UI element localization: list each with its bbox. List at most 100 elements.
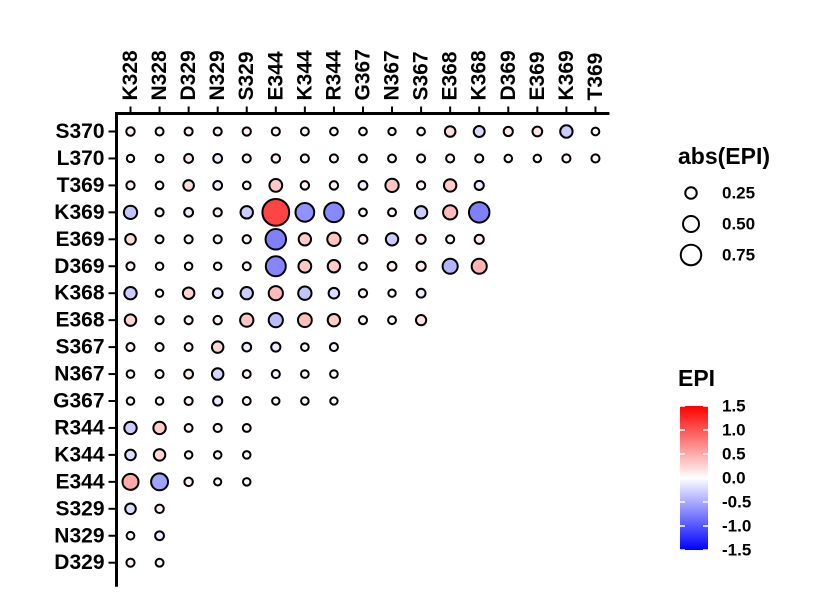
bubble-E368-N367 <box>387 315 397 326</box>
y-tick-label: T369 <box>57 174 105 197</box>
x-tick-label: N329 <box>206 50 229 100</box>
bubble-G367-S329 <box>241 396 252 406</box>
bubble-L370-E368 <box>445 153 456 164</box>
bubble-L370-N329 <box>212 153 224 164</box>
x-tick-label: K369 <box>555 50 578 100</box>
bubble-T369-K368 <box>473 179 485 191</box>
bubble-T369-S329 <box>241 180 252 191</box>
bubble-D369-E344 <box>264 255 287 278</box>
bubble-K368-E344 <box>267 285 284 302</box>
bubble-T369-G367 <box>357 180 369 191</box>
bubble-D369-K368 <box>470 257 488 275</box>
bubble-K369-R344 <box>323 201 345 224</box>
y-tick-label: E368 <box>55 309 104 332</box>
y-tick-label: K368 <box>54 282 105 305</box>
bubble-S370-S329 <box>241 126 252 137</box>
plot-area: K328 N328 D329 N329 S329 E344 K344 R344 G367 N367… <box>53 49 610 587</box>
bubble-E368-N329 <box>212 314 223 326</box>
color-legend-label: 0.0 <box>722 469 746 488</box>
x-tick-label: G367 <box>351 49 374 100</box>
x-tick-label: N367 <box>381 50 404 100</box>
bubble-N329-K328 <box>125 530 136 541</box>
y-tick-label: G367 <box>53 390 104 413</box>
y-tick-label: D329 <box>54 551 104 574</box>
color-legend-label: 1.5 <box>722 397 746 416</box>
bubble-N367-S329 <box>241 369 252 379</box>
bubble-K369-K328 <box>122 204 139 221</box>
y-tick-label: E369 <box>55 228 104 251</box>
bubble-N367-R344 <box>329 369 339 379</box>
bubble-S370-T369 <box>590 126 601 137</box>
bubble-E368-G367 <box>357 315 369 326</box>
y-tick-label: S329 <box>55 497 104 520</box>
bubble-S370-E344 <box>270 126 281 137</box>
bubble-L370-K369 <box>561 153 572 164</box>
bubble-D369-S367 <box>415 260 427 272</box>
bubble-K369-N367 <box>387 207 397 218</box>
x-tick-label: E369 <box>526 51 549 100</box>
bubble-L370-G367 <box>358 153 368 164</box>
bubble-S370-E369 <box>531 125 544 138</box>
bubble-D369-E368 <box>441 257 459 275</box>
x-tick-label: K344 <box>293 50 316 101</box>
bubble-D369-R344 <box>326 259 342 274</box>
bubble-R344-K328 <box>123 420 138 436</box>
bubble-K344-K328 <box>124 448 137 462</box>
bubble-G367-E344 <box>271 396 281 406</box>
size-legend-key <box>679 243 703 267</box>
bubble-L370-E344 <box>270 153 282 164</box>
bubble-T369-N328 <box>154 180 165 191</box>
bubble-K344-N329 <box>212 450 223 460</box>
bubble-R344-N328 <box>152 420 167 436</box>
y-tick-label: K344 <box>54 443 105 466</box>
bubble-K368-N329 <box>211 287 224 300</box>
bubble-K368-D329 <box>181 286 196 300</box>
x-tick-label: D369 <box>497 50 520 100</box>
bubble-R344-D329 <box>183 423 194 433</box>
bubble-S370-E368 <box>443 125 457 138</box>
bubble-K368-K328 <box>123 286 138 301</box>
x-tick-label: K328 <box>119 50 142 101</box>
bubble-D369-N328 <box>154 261 165 272</box>
bubble-K368-N367 <box>387 288 397 298</box>
bubble-E369-G367 <box>357 233 369 245</box>
bubble-T369-N329 <box>212 180 224 191</box>
bubble-T369-R344 <box>328 180 340 191</box>
bubble-S370-N329 <box>212 126 223 137</box>
bubble-E369-N328 <box>154 234 165 245</box>
bubble-K369-S367 <box>413 205 429 220</box>
bubble-S367-N329 <box>210 340 225 354</box>
size-legend-label: 0.50 <box>722 215 755 234</box>
bubble-E369-K328 <box>124 233 137 246</box>
x-tick-label: N328 <box>148 50 171 101</box>
bubble-E369-N329 <box>212 234 223 245</box>
y-tick-label: S370 <box>55 120 104 143</box>
bubble-T369-N367 <box>384 177 400 194</box>
bubble-E368-N328 <box>154 315 165 326</box>
bubble-N367-N328 <box>154 369 165 380</box>
bubble-E369-D329 <box>183 234 194 245</box>
bubble-L370-D369 <box>503 153 514 164</box>
bubble-G367-K328 <box>125 396 136 406</box>
bubble-K368-K344 <box>297 285 313 301</box>
bubble-D369-S329 <box>241 261 252 272</box>
color-legend: EPI 1.5 1.0 0.5 0.0 -0.5 -1.0 -1.5 <box>678 365 751 560</box>
bubble-E369-E344 <box>264 228 288 251</box>
x-tick-label: T369 <box>584 53 607 101</box>
bubble-S367-K344 <box>300 342 310 352</box>
bubble-S370-K344 <box>299 126 310 137</box>
bubble-L370-D329 <box>183 153 195 164</box>
size-legend: abs(EPI) 0.25 0.50 0.75 <box>678 143 770 267</box>
bubble-T369-E368 <box>442 178 458 193</box>
bubble-K344-S329 <box>241 450 252 460</box>
color-legend-label: -1.0 <box>722 517 751 536</box>
bubble-T369-E344 <box>268 178 284 193</box>
bubble-T369-K344 <box>299 180 311 191</box>
bubble-S370-N328 <box>154 126 165 137</box>
y-tick-label: K369 <box>54 201 104 224</box>
bubble-N329-N328 <box>154 530 165 542</box>
bubble-E368-S367 <box>414 314 428 327</box>
bubble-K368-S329 <box>239 286 254 301</box>
bubble-R344-N329 <box>212 422 223 433</box>
